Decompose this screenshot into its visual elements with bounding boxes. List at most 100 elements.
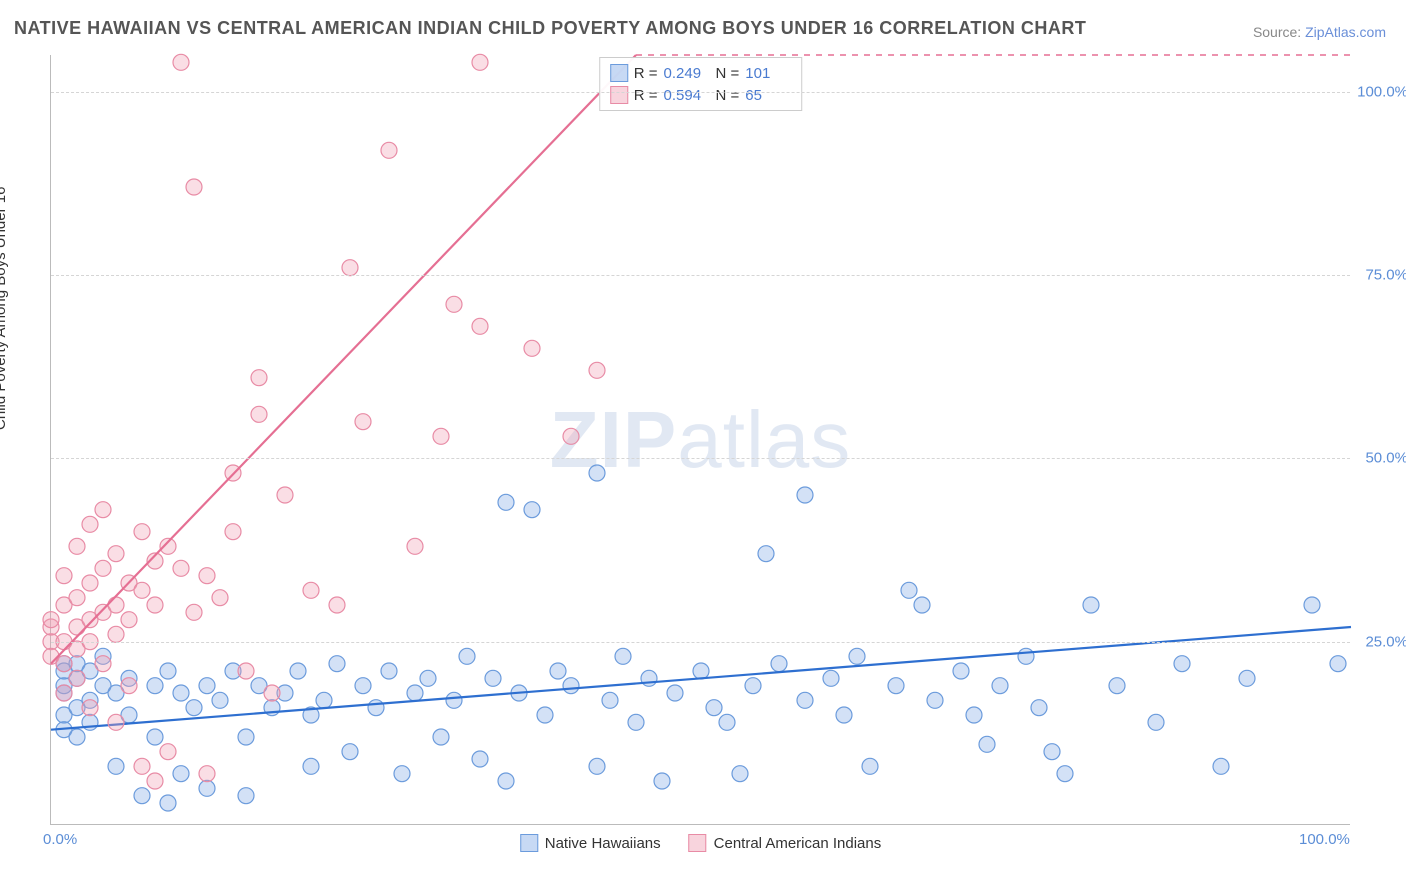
data-point [121,612,137,628]
data-point [563,678,579,694]
data-point [524,502,540,518]
data-point [82,516,98,532]
data-point [225,524,241,540]
data-point [69,538,85,554]
data-point [615,648,631,664]
data-point [433,428,449,444]
data-point [407,685,423,701]
data-point [108,626,124,642]
data-point [394,766,410,782]
legend-swatch [689,834,707,852]
source-link[interactable]: ZipAtlas.com [1305,24,1386,40]
data-point [472,318,488,334]
data-point [329,656,345,672]
data-point [108,597,124,613]
bottom-legend: Native HawaiiansCentral American Indians [520,834,881,852]
data-point [472,751,488,767]
data-point [589,362,605,378]
data-point [238,788,254,804]
data-point [173,54,189,70]
legend-label: Native Hawaiians [545,835,661,852]
data-point [1109,678,1125,694]
data-point [771,656,787,672]
data-point [147,678,163,694]
stat-r-label: R = [634,87,658,104]
y-tick-label: 75.0% [1365,267,1406,284]
data-point [381,663,397,679]
chart-svg [51,55,1350,824]
x-tick-label: 100.0% [1299,831,1350,848]
data-point [95,560,111,576]
data-point [472,54,488,70]
data-point [563,428,579,444]
legend-swatch [610,64,628,82]
trend-line [51,55,636,664]
data-point [121,678,137,694]
data-point [706,700,722,716]
chart-title: NATIVE HAWAIIAN VS CENTRAL AMERICAN INDI… [14,18,1086,39]
data-point [303,758,319,774]
data-point [355,678,371,694]
data-point [1213,758,1229,774]
data-point [43,612,59,628]
data-point [992,678,1008,694]
gridline [51,92,1350,93]
data-point [342,744,358,760]
data-point [134,788,150,804]
data-point [589,465,605,481]
data-point [849,648,865,664]
data-point [1148,714,1164,730]
data-point [160,663,176,679]
data-point [446,296,462,312]
stat-r-value: 0.594 [664,87,710,104]
data-point [147,597,163,613]
data-point [654,773,670,789]
stat-n-value: 65 [745,87,791,104]
source-attribution: Source: ZipAtlas.com [1253,24,1386,40]
data-point [368,700,384,716]
data-point [186,604,202,620]
data-point [420,670,436,686]
data-point [823,670,839,686]
data-point [1304,597,1320,613]
data-point [485,670,501,686]
data-point [173,560,189,576]
data-point [69,670,85,686]
data-point [186,179,202,195]
data-point [1239,670,1255,686]
legend-swatch [610,86,628,104]
data-point [56,685,72,701]
data-point [433,729,449,745]
data-point [147,773,163,789]
data-point [160,795,176,811]
x-tick-label: 0.0% [43,831,77,848]
data-point [82,700,98,716]
stat-r-label: R = [634,65,658,82]
data-point [147,729,163,745]
data-point [602,692,618,708]
data-point [238,729,254,745]
data-point [732,766,748,782]
data-point [446,692,462,708]
data-point [251,370,267,386]
data-point [69,590,85,606]
data-point [108,714,124,730]
data-point [199,766,215,782]
data-point [1018,648,1034,664]
data-point [355,414,371,430]
data-point [1057,766,1073,782]
stats-legend-box: R = 0.249 N = 101 R = 0.594 N = 65 [599,57,803,111]
data-point [199,568,215,584]
data-point [745,678,761,694]
data-point [212,692,228,708]
gridline [51,275,1350,276]
data-point [1031,700,1047,716]
data-point [56,568,72,584]
stat-r-value: 0.249 [664,65,710,82]
data-point [82,575,98,591]
data-point [69,729,85,745]
data-point [108,546,124,562]
data-point [979,736,995,752]
data-point [134,758,150,774]
data-point [290,663,306,679]
